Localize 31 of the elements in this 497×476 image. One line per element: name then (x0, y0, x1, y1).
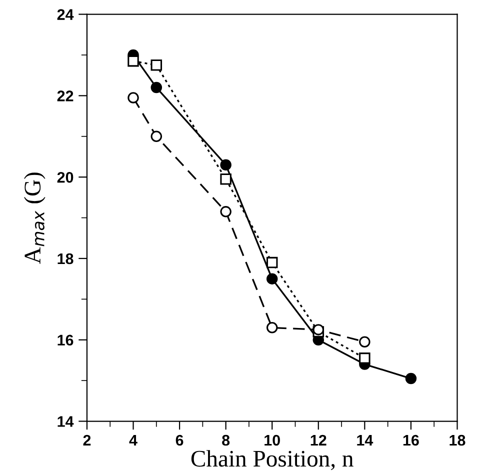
point (220, 173, 232, 185)
x-tick-label: 10 (264, 434, 280, 446)
y-tick-label: 20 (57, 172, 74, 183)
point (150, 130, 162, 142)
y-axis-title: A$_{max}$ (G) (24, 172, 46, 264)
x-tick-label: 4 (129, 435, 138, 446)
x-tick-label: 8 (222, 434, 230, 446)
y-tick-label: 24 (57, 9, 74, 20)
x-tick-label: 12 (310, 434, 326, 446)
x-tick-label: 14 (357, 435, 374, 446)
point (220, 206, 232, 218)
point (359, 352, 370, 364)
y-tick-label: 22 (57, 90, 74, 102)
point (128, 92, 139, 104)
point (266, 322, 278, 334)
y-tick-label: 14 (58, 416, 74, 427)
x-tick-label: 2 (83, 434, 91, 446)
point (405, 372, 417, 384)
x-axis-title: Chain Position, n (191, 450, 354, 470)
point (150, 60, 162, 71)
x-tick-label: 6 (176, 434, 184, 446)
point (266, 256, 278, 268)
point (359, 336, 370, 348)
point (150, 82, 162, 94)
point (128, 55, 139, 67)
point (266, 273, 278, 284)
point (220, 159, 232, 170)
x-tick-label: 16 (403, 434, 419, 446)
y-tick-label: 18 (58, 253, 74, 264)
y-tick-label: 16 (58, 334, 74, 346)
x-tick-label: 18 (450, 434, 466, 446)
